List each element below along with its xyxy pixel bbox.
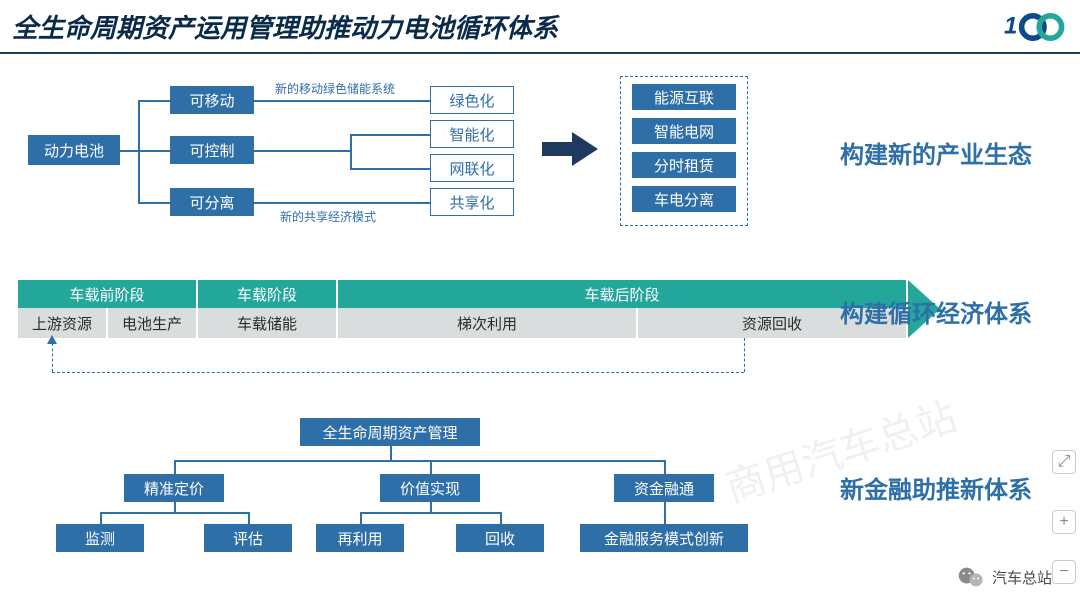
tree-value: 价值实现 [380,474,480,502]
conn [138,202,170,204]
conn [350,134,352,168]
subtitle-bot: 新的共享经济模式 [280,208,376,225]
feedback-line [744,338,745,372]
phase-on: 车载阶段 [198,280,338,308]
node-smart: 智能化 [430,120,514,148]
node-root-battery: 动力电池 [28,135,120,165]
leaf-reuse: 再利用 [316,524,404,552]
lifecycle-bar: 车载前阶段 车载阶段 车载后阶段 上游资源 电池生产 车载储能 梯次利用 资源回… [18,280,908,338]
conn [254,150,350,152]
conn [430,460,432,474]
side-button-1[interactable]: ⤢ [1052,450,1076,474]
conn [138,150,170,152]
cell-upstream: 上游资源 [18,308,108,338]
leaf-fin-innovation: 金融服务模式创新 [580,524,748,552]
node-energy: 能源互联 [632,84,736,110]
arrow-icon [540,130,600,168]
conn [254,202,430,204]
conn [174,502,176,512]
conn [248,512,250,524]
feedback-arrow-icon [47,335,57,344]
conn [390,446,392,460]
conn [350,134,430,136]
logo-icon: 1 [1004,9,1068,45]
leaf-evaluate: 评估 [204,524,292,552]
annotation-3: 新金融助推新体系 [840,470,1032,505]
svg-text:1: 1 [1004,12,1017,39]
conn [100,512,248,514]
conn [100,512,102,524]
phase-pre: 车载前阶段 [18,280,198,308]
tree-root: 全生命周期资产管理 [300,418,480,446]
node-green: 绿色化 [430,86,514,114]
conn [174,460,176,474]
node-grid: 智能电网 [632,118,736,144]
phase-post: 车载后阶段 [338,280,908,308]
conn [254,100,430,102]
leaf-recycle: 回收 [456,524,544,552]
footer-text: 汽车总站 [992,567,1052,588]
footer-source: 汽车总站 [958,566,1052,588]
node-rental: 分时租赁 [632,152,736,178]
cell-echelon: 梯次利用 [338,308,638,338]
side-button-2[interactable]: + [1052,510,1076,534]
header-rule [0,52,1080,54]
conn [664,502,666,524]
feedback-line [52,372,744,373]
node-movable: 可移动 [170,86,254,114]
page-title: 全生命周期资产运用管理助推动力电池循环体系 [12,8,558,45]
conn [360,512,362,524]
cell-storage: 车载储能 [198,308,338,338]
annotation-2: 构建循环经济体系 [840,294,1032,329]
tree-pricing: 精准定价 [124,474,224,502]
tree-finance: 资金融通 [614,474,714,502]
conn [174,460,664,462]
conn [430,502,432,512]
node-controllable: 可控制 [170,136,254,164]
subtitle-top: 新的移动绿色储能系统 [275,80,395,97]
cell-production: 电池生产 [108,308,198,338]
node-separable: 可分离 [170,188,254,216]
conn [120,150,138,152]
wechat-icon [958,566,984,588]
node-share: 共享化 [430,188,514,216]
side-button-3[interactable]: − [1052,560,1076,584]
leaf-monitor: 监测 [56,524,144,552]
conn [360,512,500,514]
conn [350,168,430,170]
annotation-1: 构建新的产业生态 [840,135,1032,170]
node-network: 网联化 [430,154,514,182]
conn [664,460,666,474]
conn [500,512,502,524]
node-separate: 车电分离 [632,186,736,212]
conn [138,100,170,102]
